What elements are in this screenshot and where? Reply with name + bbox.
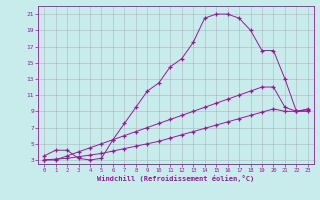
X-axis label: Windchill (Refroidissement éolien,°C): Windchill (Refroidissement éolien,°C) bbox=[97, 175, 255, 182]
